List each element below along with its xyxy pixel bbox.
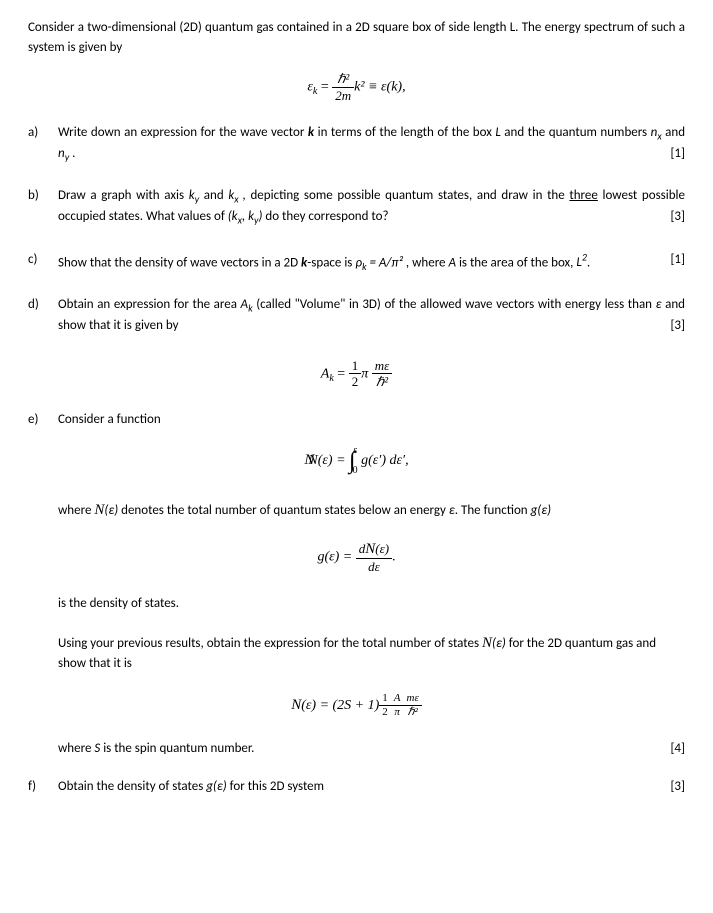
part-f-label: f) [28,777,58,797]
part-b-body: Draw a graph with axis ky and kx , depic… [58,186,685,227]
part-e-para-2: is the density of states. [58,594,685,614]
part-b-marks: [3] [662,207,685,227]
part-c: c) Show that the density of wave vectors… [28,250,685,274]
part-e-para-1: where N(ε) denotes the total number of q… [58,499,685,522]
part-a-marks: [1] [662,144,685,164]
part-d-equation: Ak = 12π mεℏ² [28,358,685,390]
part-f: f) Obtain the density of states g(ε) for… [28,777,685,797]
part-a: a) Write down an expression for the wave… [28,123,685,164]
part-d-label: d) [28,295,58,335]
part-a-label: a) [28,123,58,164]
part-e-para-4: where S is the spin quantum number. [4] [58,739,685,759]
part-f-marks: [3] [662,777,685,797]
part-d-marks: [3] [662,316,685,336]
part-f-body: Obtain the density of states g(ε) for th… [58,777,685,797]
part-c-label: c) [28,250,58,274]
part-c-marks: [1] [662,250,685,270]
intro-text: Consider a two-dimensional (2D) quantum … [28,18,685,57]
part-e-equation-2: g(ε) = dN(ε)dε. [28,540,685,575]
part-a-body: Write down an expression for the wave ve… [58,123,685,164]
part-e-equation-1: NN(ε) = ∫ε0 g(ε′) dε′, [28,443,685,479]
part-b-label: b) [28,186,58,227]
part-d-body: Obtain an expression for the area Ak (ca… [58,295,685,335]
part-e-marks: [4] [662,739,685,759]
part-b: b) Draw a graph with axis ky and kx , de… [28,186,685,227]
part-d: d) Obtain an expression for the area Ak … [28,295,685,335]
part-e-label: e) [28,410,58,430]
part-e-intro: Consider a function [58,410,685,430]
part-e: e) Consider a function [28,410,685,430]
part-e-equation-3: N(ε) = (2S + 1)12Aπmεℏ² [28,692,685,719]
energy-spectrum-equation: εk = ℏ²2mk² ≡ ε(k), [28,71,685,103]
part-c-body: Show that the density of wave vectors in… [58,250,685,274]
part-e-para-3: Using your previous results, obtain the … [58,632,685,674]
